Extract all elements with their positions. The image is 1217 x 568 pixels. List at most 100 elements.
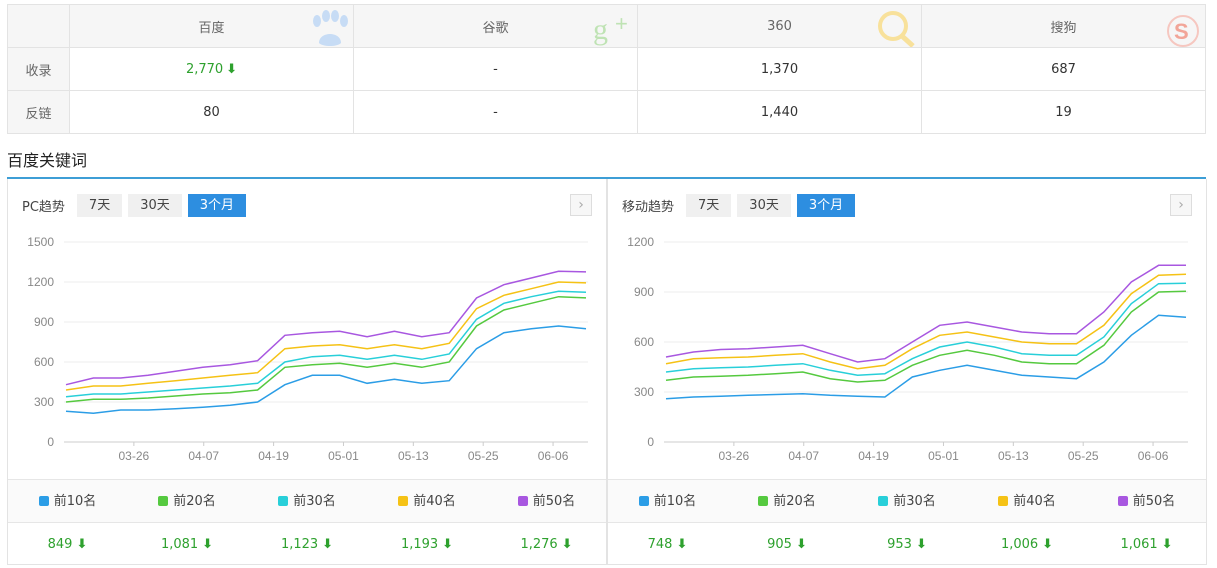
sogou-indexed-cell: 687: [921, 47, 1206, 91]
legend-swatch: [878, 496, 889, 506]
down-arrow-icon: ⬇: [1042, 537, 1054, 552]
value-text: 1,081: [160, 537, 199, 552]
series-line: [665, 264, 1187, 363]
legend-label: 前10名: [653, 494, 697, 509]
series-line: [65, 295, 587, 403]
chevron-right-icon[interactable]: ›: [1170, 194, 1192, 216]
legend-swatch: [758, 496, 769, 506]
engine-header-google: 谷歌 g +: [353, 4, 638, 48]
down-arrow-icon: ⬇: [676, 537, 688, 552]
value-top10: 849 ⬇: [8, 523, 127, 566]
engine-header-row: 百度 谷歌 g + 360 搜狗: [7, 4, 1206, 48]
engine-header-sogou: 搜狗 S: [921, 4, 1206, 48]
chevron-right-icon[interactable]: ›: [570, 194, 592, 216]
legend-item-top30[interactable]: 前30名: [247, 480, 367, 523]
value-text: 1,061: [1120, 537, 1158, 552]
legend-label: 前50名: [532, 494, 576, 509]
legend-item-top40[interactable]: 前40名: [967, 480, 1087, 523]
x-tick-label: 05-25: [468, 449, 499, 463]
series-line: [665, 290, 1187, 383]
legend-item-top50[interactable]: 前50名: [1087, 480, 1206, 523]
x-tick-label: 03-26: [719, 449, 750, 463]
google-indexed-cell: -: [353, 47, 638, 91]
y-tick-label: 1200: [27, 275, 54, 289]
legend-swatch: [398, 496, 409, 506]
baidu-backlinks-cell: 80: [69, 90, 354, 134]
y-tick-label: 600: [634, 335, 654, 349]
legend-swatch: [158, 496, 169, 506]
down-arrow-icon: ⬇: [561, 537, 573, 552]
svg-text:+: +: [615, 11, 628, 36]
value-text: 905: [767, 537, 792, 552]
pc-tab-bar: PC趋势 7天 30天 3个月: [22, 193, 252, 217]
legend-swatch: [517, 496, 528, 506]
legend-item-top20[interactable]: 前20名: [127, 480, 247, 523]
legend-swatch: [1117, 496, 1128, 506]
legend-label: 前20名: [773, 494, 816, 509]
tab-3-months[interactable]: 3个月: [796, 193, 856, 217]
value-top40: 1,193 ⬇: [367, 523, 487, 566]
mobile-legend-row: 前10名 前20名 前30名 前40名 前50名: [608, 479, 1206, 522]
mobile-tab-bar: 移动趋势 7天 30天 3个月: [622, 193, 861, 217]
tab-30-days[interactable]: 30天: [128, 193, 182, 217]
legend-item-top30[interactable]: 前30名: [847, 480, 967, 523]
value-text: 1,193: [400, 537, 439, 552]
engine-header-360: 360: [637, 4, 922, 48]
y-tick-label: 1500: [27, 235, 54, 249]
down-arrow-icon: ⬇: [76, 537, 88, 552]
y-tick-label: 600: [34, 355, 54, 369]
sogou-s-icon: S: [1167, 15, 1199, 47]
baidu-indexed-cell[interactable]: 2,770 ⬇: [69, 47, 354, 91]
value-top30: 1,123 ⬇: [247, 523, 367, 566]
legend-label: 前40名: [413, 494, 456, 509]
pc-trend-label: PC趋势: [22, 199, 65, 215]
value-text: 748: [647, 537, 673, 552]
pc-legend-row: 前10名 前20名 前30名 前40名 前50名: [8, 479, 606, 522]
legend-label: 前50名: [1132, 494, 1176, 509]
section-divider: [7, 177, 1206, 179]
engine-name: 谷歌: [482, 20, 509, 36]
tab-3-months[interactable]: 3个月: [187, 193, 247, 217]
value-text: 1,006: [1000, 537, 1039, 552]
engine-summary-table: 百度 谷歌 g + 360 搜狗: [7, 4, 1206, 134]
x-tick-label: 05-01: [928, 449, 959, 463]
tab-7-days[interactable]: 7天: [686, 193, 732, 217]
series-line: [65, 281, 587, 391]
tab-7-days[interactable]: 7天: [76, 193, 123, 217]
360-backlinks-cell: 1,440: [637, 90, 922, 134]
legend-label: 前30名: [293, 494, 336, 509]
360-indexed-cell: 1,370: [637, 47, 922, 91]
tab-30-days[interactable]: 30天: [737, 193, 791, 217]
y-tick-label: 0: [47, 435, 54, 449]
legend-item-top20[interactable]: 前20名: [727, 480, 847, 523]
engine-name: 百度: [198, 20, 225, 36]
value-text: 1,276: [520, 537, 558, 552]
mobile-values-row: 748 ⬇ 905 ⬇ 953 ⬇ 1,006 ⬇ 1,061 ⬇: [608, 522, 1206, 565]
series-line: [65, 290, 587, 398]
x-tick-label: 05-01: [328, 449, 359, 463]
x-tick-label: 05-13: [398, 449, 429, 463]
down-arrow-icon: ⬇: [226, 61, 238, 77]
legend-item-top50[interactable]: 前50名: [487, 480, 606, 523]
legend-item-top40[interactable]: 前40名: [367, 480, 487, 523]
value-top50: 1,276 ⬇: [487, 523, 606, 566]
legend-item-top10[interactable]: 前10名: [8, 480, 127, 523]
y-tick-label: 300: [34, 395, 54, 409]
engine-row-indexed: 收录 2,770 ⬇ - 1,370 687: [7, 47, 1206, 91]
x-tick-label: 04-07: [188, 449, 219, 463]
value-top30: 953 ⬇: [847, 523, 967, 566]
series-line: [65, 270, 587, 386]
value-top20: 1,081 ⬇: [127, 523, 247, 566]
x-tick-label: 06-06: [1138, 449, 1169, 463]
y-tick-label: 1200: [627, 235, 654, 249]
mobile-trend-label: 移动趋势: [622, 199, 675, 215]
value-top40: 1,006 ⬇: [967, 523, 1087, 566]
svg-text:S: S: [1174, 19, 1189, 44]
legend-item-top10[interactable]: 前10名: [608, 480, 727, 523]
legend-swatch: [38, 496, 49, 506]
y-tick-label: 300: [634, 385, 654, 399]
value: 2,770: [185, 61, 224, 77]
legend-swatch: [998, 496, 1009, 506]
value-text: 953: [887, 537, 912, 552]
down-arrow-icon: ⬇: [322, 537, 334, 552]
